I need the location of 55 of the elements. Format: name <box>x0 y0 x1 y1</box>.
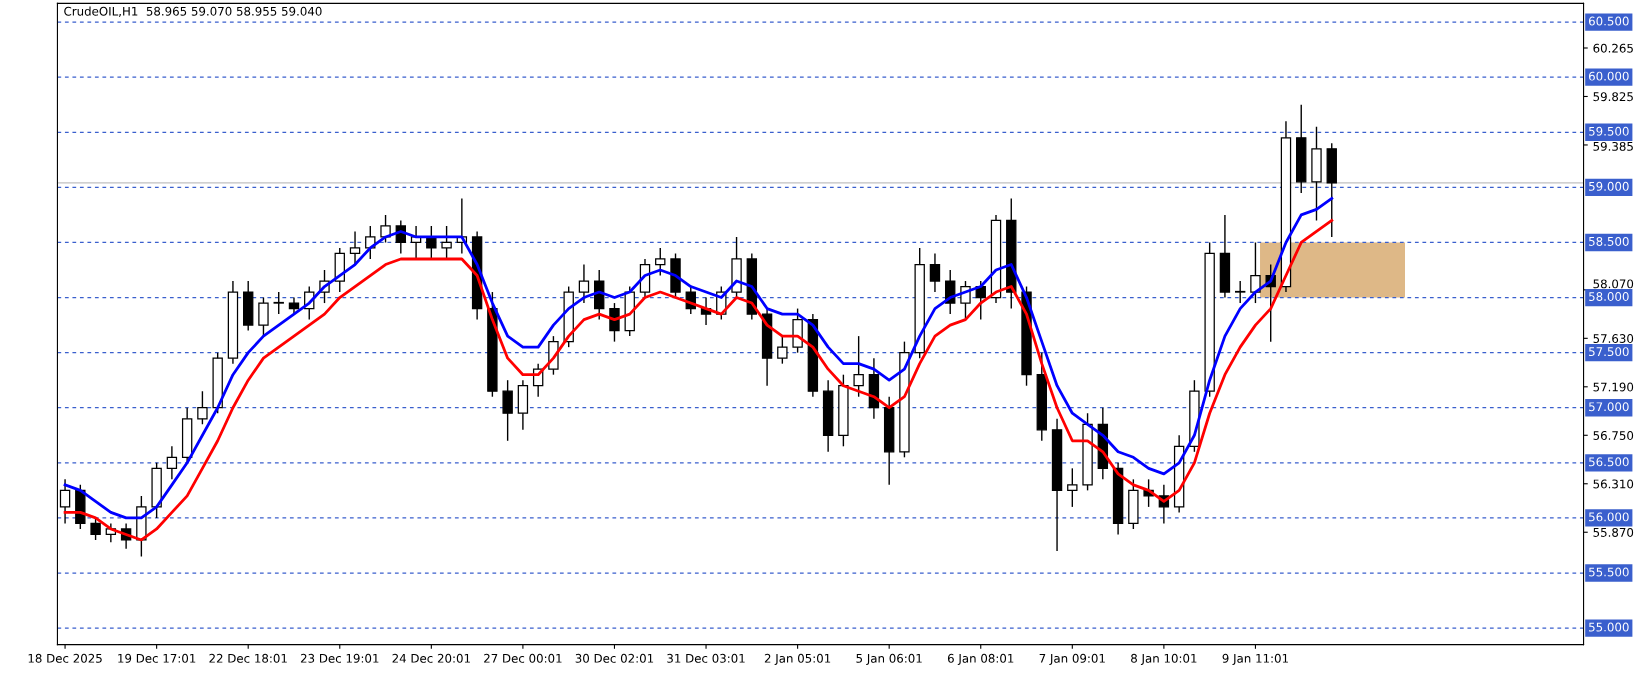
candlestick <box>349 230 361 266</box>
candlestick <box>166 445 178 481</box>
candlestick <box>441 225 452 260</box>
ref-line-label: 59.500 <box>1589 126 1629 136</box>
candlestick <box>59 478 71 525</box>
x-tick-label: 9 Jan 11:01 <box>1222 653 1288 665</box>
x-tick-label: 7 Jan 09:01 <box>1039 653 1105 665</box>
x-tick-label: 31 Dec 03:01 <box>667 653 745 663</box>
ref-line-label: 57.500 <box>1589 347 1629 357</box>
candlestick <box>1067 467 1078 508</box>
y-tick-label: 58.070 <box>1593 279 1634 289</box>
ref-line-label: 56.000 <box>1589 512 1629 522</box>
candlestick <box>1250 241 1261 304</box>
x-tick-label: 6 Jan 08:01 <box>947 653 1014 665</box>
x-tick-label: 22 Dec 18:01 <box>209 653 287 663</box>
ref-line-label: 60.000 <box>1588 71 1629 81</box>
candlestick <box>365 225 376 260</box>
candlestick <box>426 225 437 260</box>
candlestick <box>853 335 864 398</box>
x-tick-label: 19 Dec 17:01 <box>118 653 196 663</box>
ref-line-label: 57.000 <box>1589 402 1629 412</box>
x-tick-label: 18 Dec 2025 <box>28 653 102 663</box>
y-tick-label: 59.825 <box>1593 92 1633 102</box>
candlestick <box>502 379 513 442</box>
candlestick <box>777 335 788 365</box>
candlestick <box>655 247 666 277</box>
ref-line-label: 59.000 <box>1589 181 1629 191</box>
x-tick-label: 5 Jan 06:01 <box>856 653 922 665</box>
x-tick-label: 27 Dec 00:01 <box>484 653 562 663</box>
y-tick-label: 57.190 <box>1593 382 1634 392</box>
x-tick-label: 2 Jan 05:01 <box>764 653 831 665</box>
ref-line-label: 55.500 <box>1589 567 1629 577</box>
candlestick <box>1234 280 1246 304</box>
candlestick <box>578 263 590 304</box>
y-tick-label: 55.870 <box>1593 527 1634 537</box>
ref-line-label: 60.500 <box>1588 16 1629 26</box>
y-tick-label: 56.750 <box>1593 431 1634 440</box>
candlestick <box>258 296 269 337</box>
x-tick-label: 23 Dec 19:01 <box>300 653 379 663</box>
ref-line-label: 58.000 <box>1589 292 1629 301</box>
ref-line-label: 56.500 <box>1589 457 1629 467</box>
candlestick <box>273 291 284 315</box>
y-tick-label: 59.385 <box>1593 141 1633 151</box>
candlestick <box>380 214 391 244</box>
candlestick <box>197 390 208 425</box>
ref-line-label: 58.500 <box>1589 236 1629 246</box>
y-tick-label: 56.310 <box>1593 479 1634 489</box>
x-tick-label: 8 Jan 10:01 <box>1131 653 1197 665</box>
y-tick-label: 57.630 <box>1593 334 1634 343</box>
candlestick <box>929 252 941 293</box>
chart-title: CrudeOIL,H1 58.965 59.070 58.955 59.040 <box>64 6 322 17</box>
x-tick-label: 30 Dec 02:01 <box>575 653 654 663</box>
y-tick-label: 60.265 <box>1593 43 1633 53</box>
ref-line-label: 55.000 <box>1589 622 1629 632</box>
x-tick-label: 24 Dec 20:01 <box>392 653 470 663</box>
